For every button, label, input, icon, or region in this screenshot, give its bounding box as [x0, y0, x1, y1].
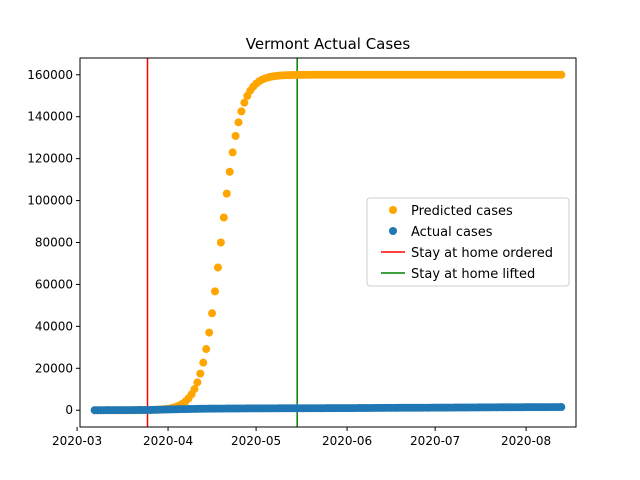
y-tick-label: 80000 — [35, 236, 73, 250]
point-actual — [557, 403, 566, 412]
point-predicted — [237, 107, 246, 116]
legend-label: Stay at home lifted — [411, 267, 535, 282]
y-tick-label: 100000 — [27, 194, 73, 208]
y-tick-label: 60000 — [35, 277, 73, 291]
legend-marker — [389, 227, 397, 235]
y-tick-label: 160000 — [27, 68, 73, 82]
point-predicted — [213, 263, 222, 272]
y-tick-label: 120000 — [27, 152, 73, 166]
point-predicted — [190, 385, 199, 394]
x-tick-label: 2020-03 — [52, 434, 102, 448]
x-tick-label: 2020-06 — [322, 434, 372, 448]
point-predicted — [196, 369, 205, 378]
legend-label: Actual cases — [411, 225, 493, 240]
point-predicted — [211, 287, 220, 296]
x-tick-label: 2020-07 — [410, 434, 460, 448]
point-predicted — [219, 213, 228, 222]
point-predicted — [199, 358, 208, 367]
point-predicted — [240, 98, 249, 107]
x-tick-label: 2020-08 — [501, 434, 551, 448]
point-predicted — [202, 345, 211, 354]
point-predicted — [225, 167, 234, 176]
point-predicted — [228, 148, 237, 157]
x-axis: 2020-03 2020-04 2020-05 2020-06 2020-07 2020-… — [52, 427, 551, 448]
chart-title: Vermont Actual Cases — [246, 35, 411, 53]
y-tick-label: 0 — [65, 403, 73, 417]
legend: Predicted cases Actual cases Stay at home … — [366, 197, 570, 287]
y-tick-label: 40000 — [35, 319, 73, 333]
point-predicted — [222, 189, 231, 198]
x-tick-label: 2020-04 — [143, 434, 193, 448]
series-actual-cases — [90, 403, 566, 415]
point-predicted — [216, 238, 225, 247]
legend-marker — [389, 206, 397, 214]
plot-area — [90, 58, 566, 427]
y-tick-label: 140000 — [27, 110, 73, 124]
point-predicted — [231, 131, 240, 140]
point-predicted — [234, 118, 243, 127]
point-predicted — [557, 70, 566, 79]
point-predicted — [208, 309, 217, 318]
y-tick-label: 20000 — [35, 361, 73, 375]
x-tick-label: 2020-05 — [231, 434, 281, 448]
legend-box — [366, 197, 570, 287]
legend-label: Stay at home ordered — [411, 246, 553, 261]
legend-label: Predicted cases — [411, 204, 513, 219]
y-axis: 0 20000 40000 60000 80000 100000 120000 140000 1… — [27, 68, 80, 417]
point-predicted — [193, 378, 202, 387]
point-predicted — [205, 328, 214, 337]
